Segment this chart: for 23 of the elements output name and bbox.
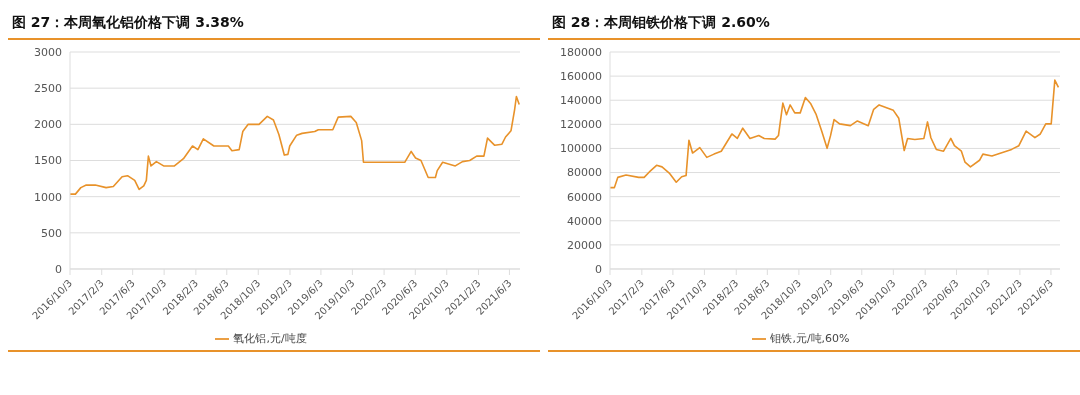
y-tick-label: 80000 [567, 166, 602, 180]
y-tick-label: 1000 [34, 190, 62, 204]
y-tick-label: 500 [41, 226, 62, 240]
y-tick-label: 1500 [34, 154, 62, 168]
line-series [610, 79, 1060, 189]
y-tick-label: 140000 [560, 94, 602, 108]
y-tick-label: 100000 [560, 142, 602, 156]
chart-title: 图 27：本周氧化铝价格下调 3.38% [8, 8, 540, 40]
line-series [70, 95, 520, 195]
y-tick-label: 160000 [560, 70, 602, 84]
legend-label: 氧化铝,元/吨度 [233, 332, 307, 345]
legend-label: 钼铁,元/吨,60% [770, 332, 850, 345]
y-tick-label: 180000 [560, 45, 602, 59]
y-tick-label: 20000 [567, 238, 602, 252]
chart-title: 图 28：本周钼铁价格下调 2.60% [548, 8, 1080, 40]
y-tick-label: 40000 [567, 214, 602, 228]
y-tick-label: 2500 [34, 82, 62, 96]
y-tick-label: 60000 [567, 190, 602, 204]
y-tick-label: 120000 [560, 118, 602, 132]
y-tick-label: 3000 [34, 45, 62, 59]
y-tick-label: 2000 [34, 118, 62, 132]
y-tick-label: 0 [595, 262, 602, 276]
y-tick-label: 0 [55, 262, 62, 276]
